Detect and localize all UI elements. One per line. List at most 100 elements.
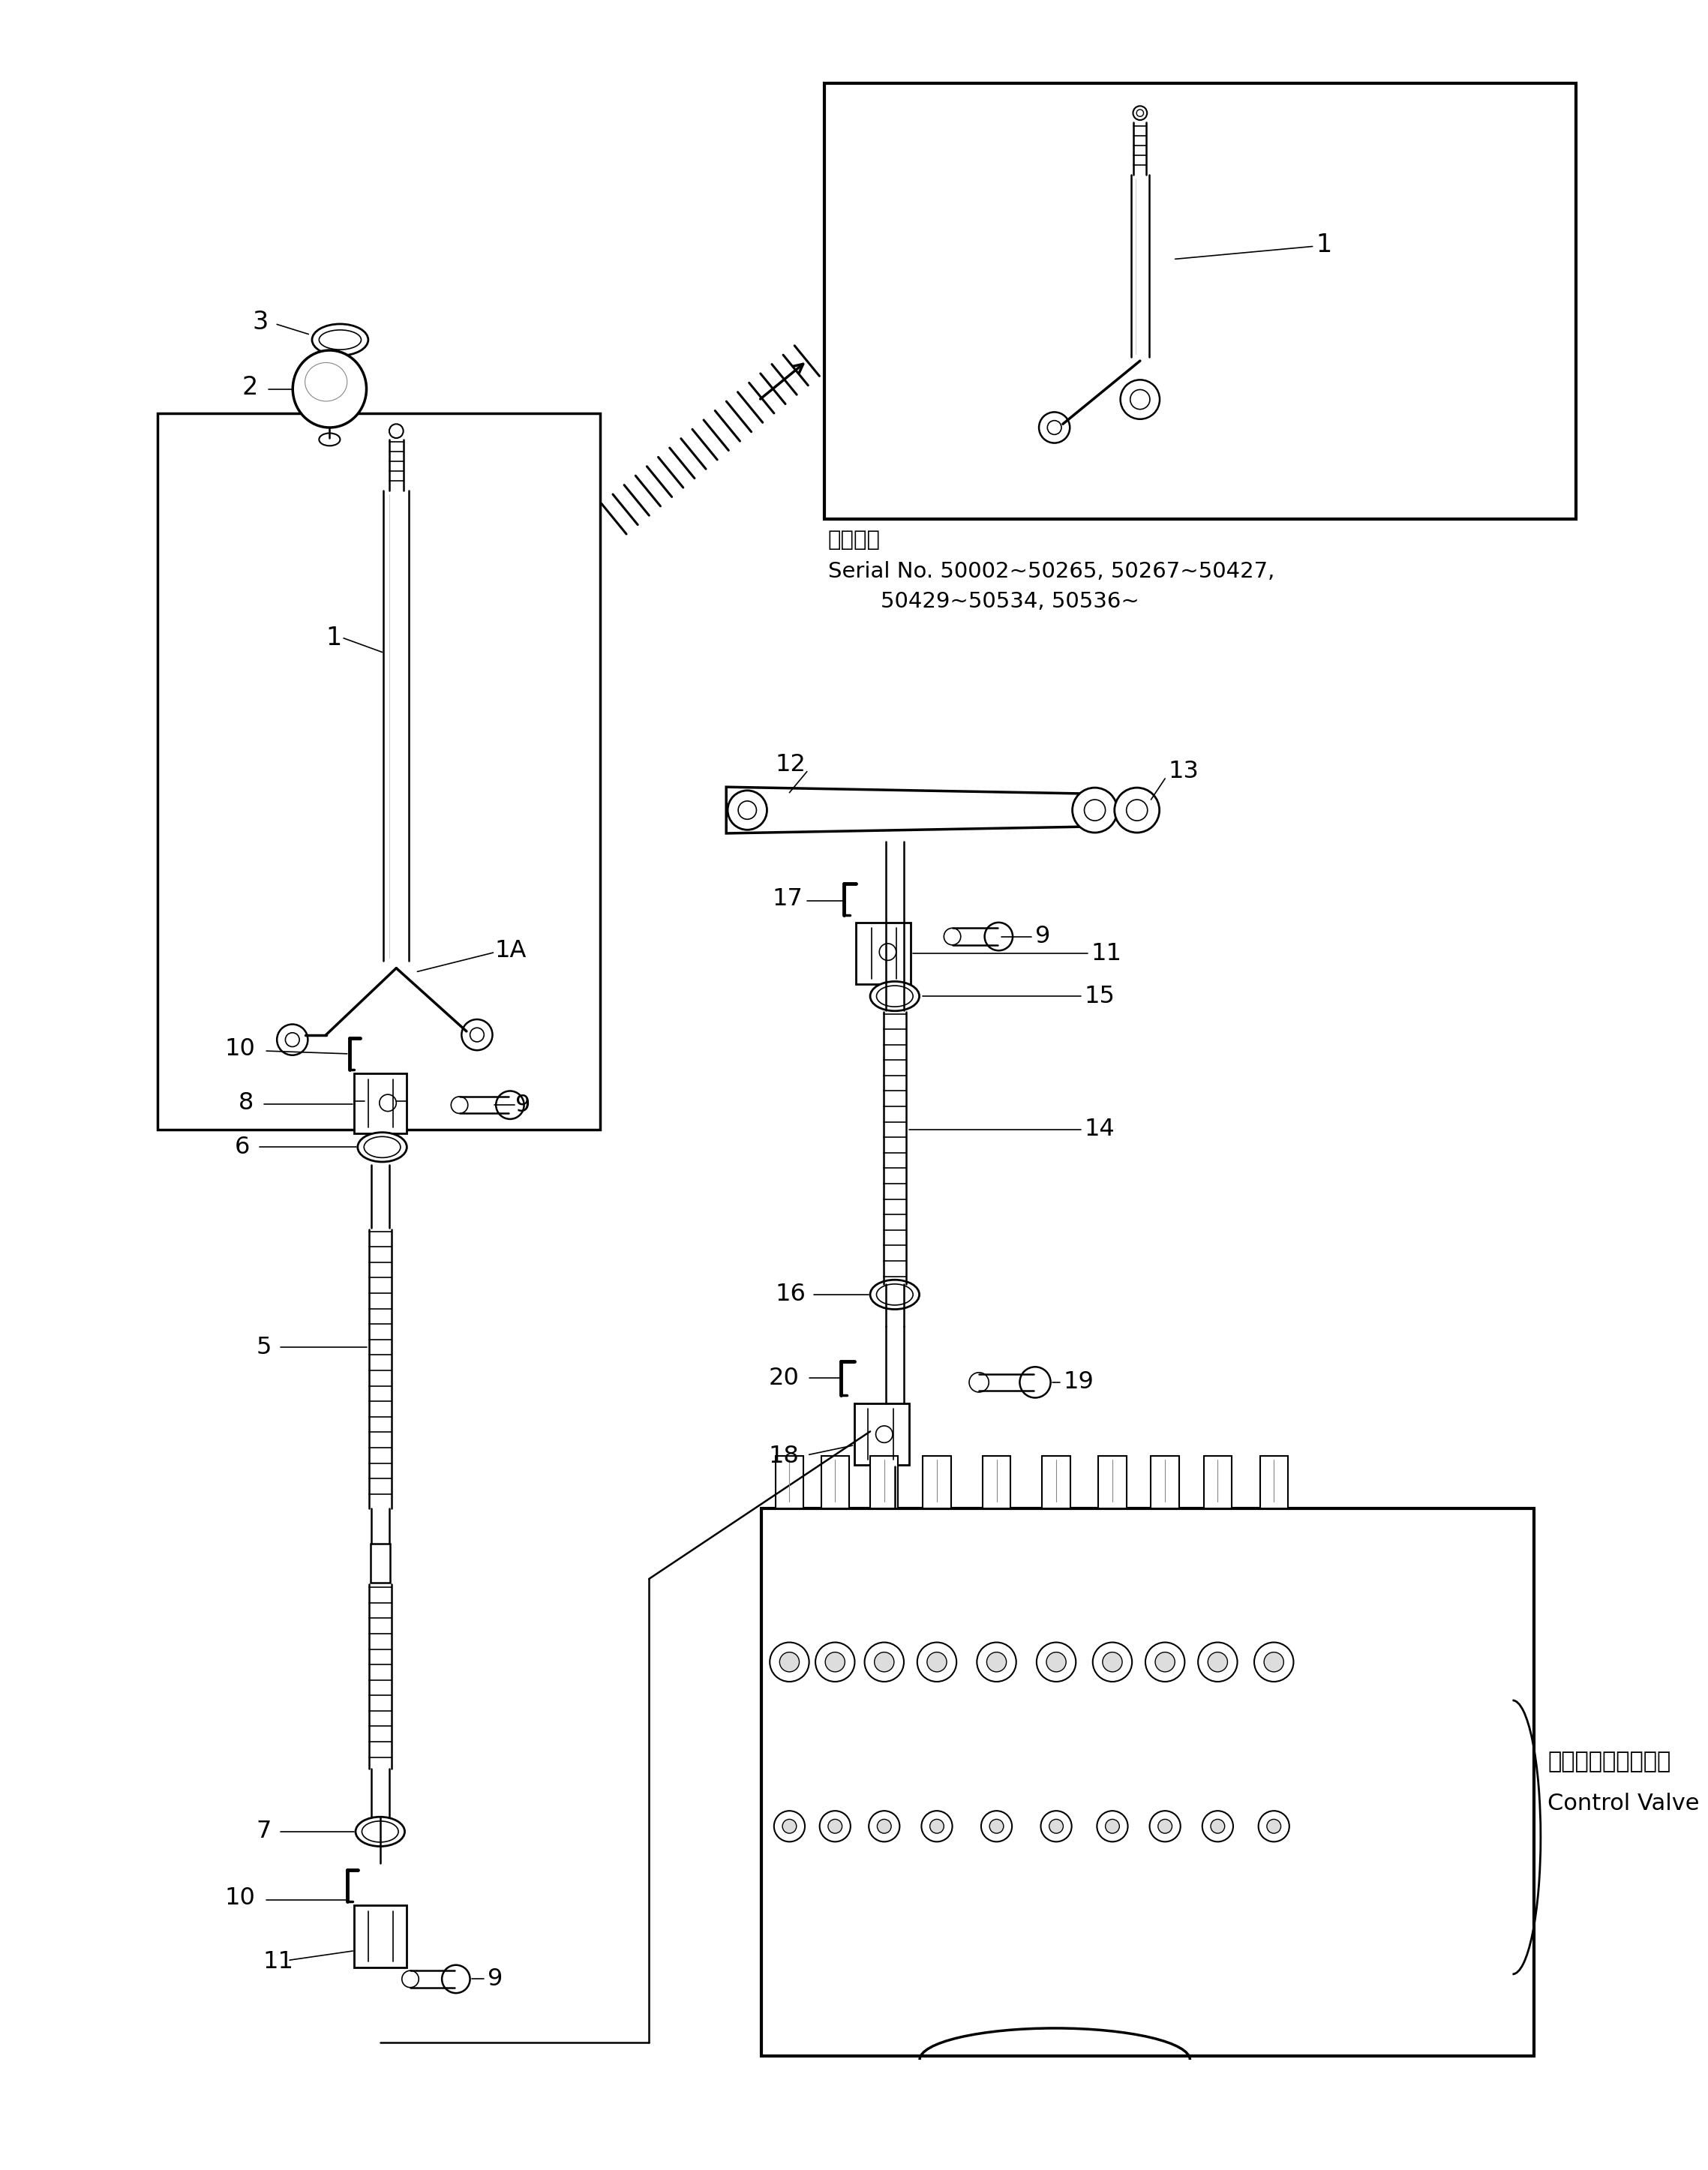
Text: Serial No. 50002~50265, 50267~50427,: Serial No. 50002~50265, 50267~50427,	[828, 562, 1274, 582]
Bar	[157, 414, 600, 1131]
Circle shape	[968, 1371, 989, 1393]
Ellipse shape	[355, 1816, 405, 1847]
Circle shape	[1047, 421, 1061, 434]
Text: 13: 13	[1168, 760, 1199, 783]
Circle shape	[285, 1033, 299, 1046]
Text: 14: 14	[1085, 1118, 1115, 1141]
Circle shape	[1047, 1651, 1066, 1671]
Circle shape	[1208, 1651, 1228, 1671]
Text: 17: 17	[772, 888, 803, 911]
Circle shape	[874, 1651, 893, 1671]
Circle shape	[770, 1643, 810, 1682]
Circle shape	[451, 1096, 468, 1113]
Circle shape	[977, 1643, 1016, 1682]
Circle shape	[401, 1970, 418, 1988]
Ellipse shape	[319, 434, 340, 445]
Bar	[1261, 1456, 1288, 1508]
Bar	[856, 922, 910, 985]
Circle shape	[1120, 380, 1160, 419]
Text: 8: 8	[239, 1092, 253, 1115]
Text: 再川号機: 再川号機	[828, 529, 881, 551]
Circle shape	[828, 1818, 842, 1834]
Circle shape	[1131, 391, 1149, 410]
Text: 3: 3	[253, 310, 268, 334]
Polygon shape	[726, 788, 1105, 833]
Ellipse shape	[306, 362, 347, 401]
Circle shape	[921, 1810, 953, 1842]
Circle shape	[989, 1818, 1004, 1834]
Ellipse shape	[319, 330, 360, 349]
Bar	[1204, 1456, 1231, 1508]
Text: 10: 10	[224, 1037, 254, 1061]
Ellipse shape	[357, 1133, 407, 1161]
Circle shape	[815, 1643, 854, 1682]
Circle shape	[820, 1810, 851, 1842]
Bar	[354, 1074, 407, 1133]
Bar	[354, 1905, 407, 1968]
Circle shape	[869, 1810, 900, 1842]
Circle shape	[1202, 1810, 1233, 1842]
Text: 1: 1	[326, 625, 342, 651]
Bar	[854, 1404, 909, 1465]
Circle shape	[277, 1024, 307, 1055]
Bar	[371, 1543, 389, 1582]
Circle shape	[1085, 799, 1105, 820]
Bar	[762, 1508, 1534, 2057]
Text: 15: 15	[1085, 985, 1115, 1007]
Circle shape	[987, 1651, 1006, 1671]
Circle shape	[728, 790, 767, 829]
Circle shape	[470, 1029, 483, 1042]
Circle shape	[1254, 1643, 1293, 1682]
Circle shape	[774, 1810, 804, 1842]
Circle shape	[929, 1818, 945, 1834]
Circle shape	[779, 1651, 799, 1671]
Circle shape	[825, 1651, 845, 1671]
Circle shape	[1197, 1643, 1237, 1682]
Text: コントロールバルブ: コントロールバルブ	[1547, 1751, 1670, 1773]
Text: 1: 1	[1315, 232, 1332, 258]
Circle shape	[389, 423, 403, 438]
Circle shape	[1073, 788, 1117, 833]
Circle shape	[1132, 106, 1148, 119]
Ellipse shape	[364, 1137, 400, 1157]
Circle shape	[1136, 108, 1144, 117]
Text: 18: 18	[769, 1445, 799, 1467]
Text: 6: 6	[234, 1135, 249, 1159]
Text: 50429~50534, 50536~: 50429~50534, 50536~	[881, 590, 1139, 612]
Text: 12: 12	[775, 753, 806, 777]
Bar	[825, 82, 1576, 519]
Circle shape	[927, 1651, 946, 1671]
Circle shape	[980, 1810, 1011, 1842]
Circle shape	[1040, 1810, 1071, 1842]
Circle shape	[1158, 1818, 1172, 1834]
Circle shape	[945, 929, 960, 944]
Ellipse shape	[292, 349, 367, 427]
Bar	[775, 1456, 803, 1508]
Text: 2: 2	[243, 375, 258, 399]
Circle shape	[917, 1643, 956, 1682]
Ellipse shape	[869, 981, 919, 1011]
Circle shape	[442, 1966, 470, 1992]
Text: 1A: 1A	[495, 940, 526, 961]
Circle shape	[1097, 1810, 1127, 1842]
Circle shape	[1105, 1818, 1119, 1834]
Text: 5: 5	[256, 1335, 272, 1358]
Circle shape	[1115, 788, 1160, 833]
Text: 20: 20	[769, 1367, 799, 1389]
Text: 11: 11	[1091, 942, 1122, 966]
Circle shape	[1267, 1818, 1281, 1834]
Bar	[1151, 1456, 1179, 1508]
Bar	[982, 1456, 1011, 1508]
Bar	[822, 1456, 849, 1508]
Circle shape	[1093, 1643, 1132, 1682]
Circle shape	[984, 922, 1013, 950]
Text: 9: 9	[1035, 924, 1050, 948]
Ellipse shape	[362, 1821, 398, 1842]
Circle shape	[379, 1094, 396, 1111]
Bar	[869, 1456, 898, 1508]
Text: 16: 16	[775, 1282, 806, 1306]
Text: 11: 11	[263, 1951, 294, 1973]
Ellipse shape	[869, 1280, 919, 1309]
Ellipse shape	[313, 323, 369, 356]
Circle shape	[1211, 1818, 1225, 1834]
